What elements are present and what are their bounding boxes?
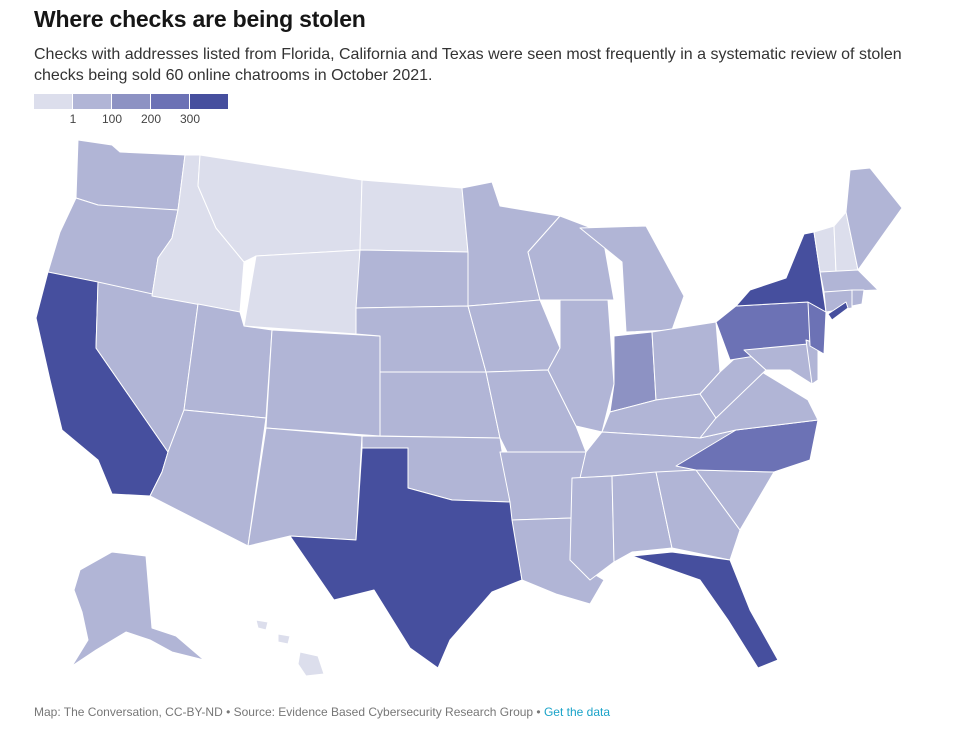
legend-tick-200: 200 [140, 112, 162, 126]
state-florida[interactable] [631, 551, 779, 669]
state-massachusetts[interactable] [819, 269, 879, 293]
state-alaska[interactable] [71, 551, 205, 667]
map-subtitle: Checks with addresses listed from Florid… [34, 46, 902, 84]
legend-tick-300: 300 [179, 112, 201, 126]
legend-tick-100: 100 [101, 112, 123, 126]
state-hawaii[interactable] [255, 619, 325, 677]
state-new-mexico[interactable] [247, 427, 363, 547]
legend-swatch-3 [151, 94, 189, 109]
state-washington[interactable] [75, 139, 186, 211]
get-the-data-link[interactable]: Get the data [543, 705, 611, 719]
map-footer: Map: The Conversation, CC-BY-ND • Source… [34, 705, 610, 719]
us-map [35, 139, 903, 677]
state-texas[interactable] [289, 447, 523, 669]
state-rhode-island[interactable] [851, 289, 865, 307]
legend-swatch-0 [34, 94, 72, 109]
state-north-dakota[interactable] [359, 179, 469, 253]
legend-swatch-4 [190, 94, 228, 109]
source-credit: Map: The Conversation, CC-BY-ND • Source… [34, 705, 544, 719]
legend-swatch-2 [112, 94, 150, 109]
state-colorado[interactable] [265, 329, 381, 437]
map-title: Where checks are being stolen [34, 6, 366, 32]
state-maine[interactable] [845, 167, 903, 271]
state-alabama[interactable] [611, 471, 673, 563]
legend-swatch-1 [73, 94, 111, 109]
state-kansas[interactable] [379, 371, 501, 439]
state-south-dakota[interactable] [355, 249, 469, 309]
state-maryland[interactable] [743, 343, 813, 385]
state-georgia[interactable] [655, 469, 741, 561]
state-arizona[interactable] [149, 409, 267, 547]
state-mississippi[interactable] [569, 475, 615, 581]
state-wyoming[interactable] [243, 249, 361, 335]
state-new-york[interactable] [735, 231, 827, 313]
state-long-island[interactable] [827, 301, 849, 321]
state-illinois[interactable] [547, 299, 615, 433]
state-indiana[interactable] [609, 331, 657, 413]
legend-tick-1: 1 [69, 112, 77, 126]
